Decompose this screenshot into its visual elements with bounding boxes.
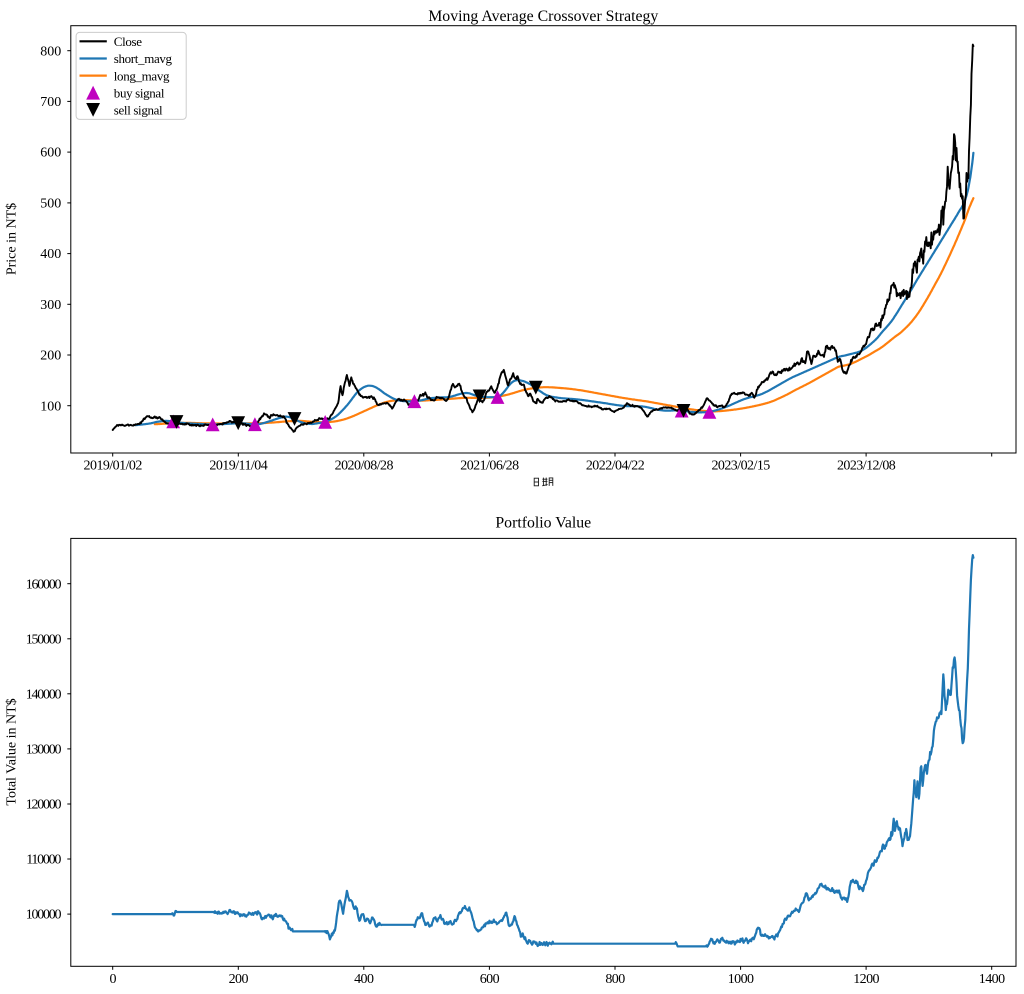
svg-text:2019/01/02: 2019/01/02 — [84, 459, 143, 474]
svg-text:600: 600 — [480, 972, 500, 987]
svg-text:short_mavg: short_mavg — [114, 51, 173, 66]
svg-text:2022/04/22: 2022/04/22 — [586, 459, 645, 474]
svg-text:140000: 140000 — [26, 687, 62, 702]
svg-text:1000: 1000 — [728, 972, 754, 987]
svg-text:800: 800 — [40, 44, 61, 59]
svg-text:2021/06/28: 2021/06/28 — [460, 459, 519, 474]
svg-text:160000: 160000 — [26, 577, 62, 592]
svg-text:400: 400 — [40, 247, 61, 262]
svg-text:Moving Average Crossover Strat: Moving Average Crossover Strategy — [428, 8, 658, 25]
svg-text:2020/08/28: 2020/08/28 — [335, 459, 394, 474]
svg-text:120000: 120000 — [26, 798, 62, 813]
svg-text:150000: 150000 — [26, 632, 62, 647]
svg-text:Total Value in NT$: Total Value in NT$ — [5, 698, 20, 805]
svg-text:800: 800 — [605, 972, 625, 987]
svg-text:700: 700 — [40, 95, 61, 110]
svg-text:200: 200 — [229, 972, 249, 987]
svg-text:200: 200 — [40, 349, 61, 364]
svg-text:buy signal: buy signal — [114, 85, 165, 100]
svg-text:Price in NT$: Price in NT$ — [5, 203, 20, 275]
svg-text:sell signal: sell signal — [114, 103, 163, 118]
svg-text:600: 600 — [40, 146, 61, 161]
svg-text:300: 300 — [40, 298, 61, 313]
svg-text:long_mavg: long_mavg — [114, 68, 170, 83]
svg-text:100: 100 — [40, 399, 61, 414]
svg-text:2023/12/08: 2023/12/08 — [837, 459, 896, 474]
svg-text:1400: 1400 — [979, 972, 1005, 987]
svg-text:0: 0 — [109, 972, 116, 987]
svg-text:2019/11/04: 2019/11/04 — [209, 459, 267, 474]
svg-text:1200: 1200 — [853, 972, 879, 987]
svg-text:500: 500 — [40, 197, 61, 212]
svg-text:100000: 100000 — [26, 908, 62, 923]
svg-text:110000: 110000 — [26, 853, 61, 868]
svg-text:Portfolio Value: Portfolio Value — [495, 515, 591, 532]
svg-text:400: 400 — [354, 972, 374, 987]
svg-text:130000: 130000 — [26, 743, 62, 758]
svg-text:2023/02/15: 2023/02/15 — [711, 459, 770, 474]
svg-text:Close: Close — [114, 34, 142, 49]
